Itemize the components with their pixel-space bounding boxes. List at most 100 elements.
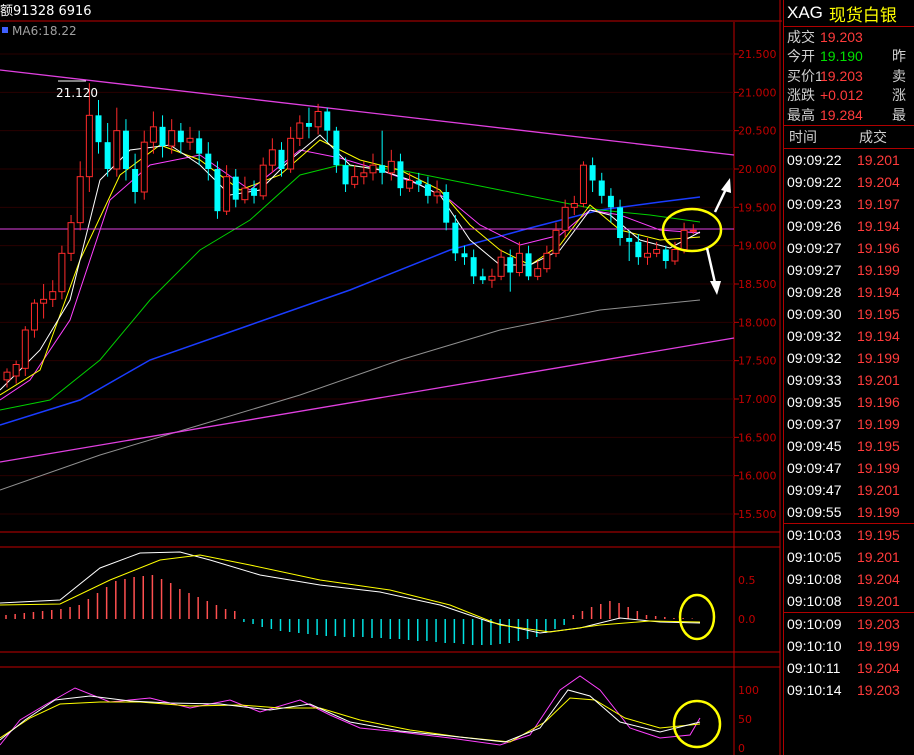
candle-body [589, 165, 596, 181]
candle [58, 245, 66, 300]
candle-body [689, 229, 697, 232]
candle [662, 245, 669, 269]
candle [406, 172, 414, 192]
candle-body [653, 249, 661, 254]
candle-body [49, 291, 57, 300]
ticks-header: 时间 成交 [784, 124, 914, 149]
candle-body [278, 149, 285, 169]
tick-row: 09:09:55 19.199 [784, 501, 914, 523]
tick-row: 09:09:35 19.196 [784, 391, 914, 413]
candle-body [232, 176, 239, 200]
candle-body [259, 164, 267, 197]
candle [132, 153, 139, 204]
candle [360, 161, 368, 185]
candle [333, 126, 340, 173]
tick-row: 09:09:33 19.201 [784, 369, 914, 391]
down-arrow-shaft [705, 247, 717, 284]
candle [259, 157, 267, 200]
tick-list[interactable]: 09:09:22 19.201 09:09:22 19.204 09:09:23 19.1… [784, 149, 914, 701]
candle-body [360, 172, 368, 178]
candle [342, 157, 349, 192]
tick-price: 19.199 [857, 261, 900, 278]
candle [379, 130, 386, 185]
candle-body [424, 184, 431, 196]
price-tick-label: 17.500 [738, 355, 777, 368]
tick-price: 19.195 [857, 526, 900, 543]
candle [607, 188, 614, 223]
candle-body [515, 252, 523, 273]
ma-legend-swatch [2, 27, 8, 33]
tick-price: 19.201 [857, 548, 900, 565]
macd-dif-line [0, 551, 701, 634]
candle [424, 176, 431, 204]
tick-time: 09:10:14 [787, 681, 842, 698]
tick-time: 09:09:32 [787, 349, 842, 366]
candle-body [662, 249, 669, 261]
quote-row: 成交 19.203 [784, 27, 914, 47]
candle [488, 268, 496, 288]
tick-time: 09:09:26 [787, 217, 842, 234]
price-tick-label: 15.500 [738, 508, 777, 521]
tick-time: 09:09:35 [787, 393, 842, 410]
candle-body [67, 222, 75, 254]
candle-body [58, 252, 66, 293]
tick-row: 09:10:10 19.199 [784, 635, 914, 657]
candle-body [324, 111, 331, 131]
tick-price: 19.196 [857, 239, 900, 256]
quote-row-label: 买价1 [787, 67, 823, 84]
price-tick-label: 18.500 [738, 278, 777, 291]
candle-body [40, 298, 48, 304]
quote-row-label: 今开 [787, 48, 815, 65]
tick-row: 09:09:32 19.194 [784, 325, 914, 347]
candle-body [223, 176, 231, 212]
candle-body [543, 252, 551, 270]
candle [515, 241, 523, 277]
tick-time: 09:10:10 [787, 637, 842, 654]
tick-time: 09:09:55 [787, 503, 842, 520]
candle [369, 153, 377, 181]
tick-time: 09:09:37 [787, 415, 842, 432]
candle [21, 326, 29, 376]
tick-price: 19.201 [857, 592, 900, 609]
kdj-d-line [0, 697, 701, 743]
candle [205, 142, 212, 181]
price-tick-label: 16.000 [738, 470, 777, 483]
tick-price: 19.195 [857, 437, 900, 454]
tick-time: 09:09:28 [787, 283, 842, 300]
candle [168, 119, 176, 154]
candle-body [507, 257, 514, 273]
tick-price: 19.194 [857, 217, 900, 234]
candle [689, 224, 697, 235]
macd-tick-0-5: 0.5 [738, 574, 756, 587]
candle [76, 161, 84, 231]
quote-row-label: 最高 [787, 106, 815, 123]
quote-row-extra: 最 [892, 106, 906, 123]
candle-body [617, 207, 624, 238]
tick-price: 19.201 [857, 371, 900, 388]
tick-price: 19.201 [857, 481, 900, 498]
tick-row: 09:09:22 19.204 [784, 171, 914, 193]
candle-body [598, 180, 605, 196]
candle [113, 107, 121, 177]
tick-row: 09:09:27 19.199 [784, 259, 914, 281]
tick-time: 09:10:08 [787, 570, 842, 587]
price-tick-label: 19.000 [738, 240, 777, 253]
candle-body [488, 275, 496, 281]
tick-price: 19.195 [857, 305, 900, 322]
kdj-j-line [0, 675, 701, 746]
candle-body [415, 180, 422, 185]
tick-time: 09:10:08 [787, 592, 842, 609]
candle [507, 249, 514, 292]
quote-row: 今开 19.190 昨 [784, 47, 914, 67]
candle [3, 368, 11, 388]
tick-time: 09:09:23 [787, 195, 842, 212]
kdj-k-line [0, 689, 701, 743]
kdj-tick-50: 50 [738, 713, 752, 726]
quote-row: 买价1 19.203 卖 [784, 66, 914, 86]
candle [443, 184, 450, 231]
candle [598, 172, 605, 204]
candle [67, 215, 75, 261]
tick-price: 19.204 [857, 659, 900, 676]
kline-chart-area[interactable]: 21.500 21.000 20.500 20.000 19.500 19.000 18.5… [0, 0, 782, 755]
candle [159, 115, 166, 158]
